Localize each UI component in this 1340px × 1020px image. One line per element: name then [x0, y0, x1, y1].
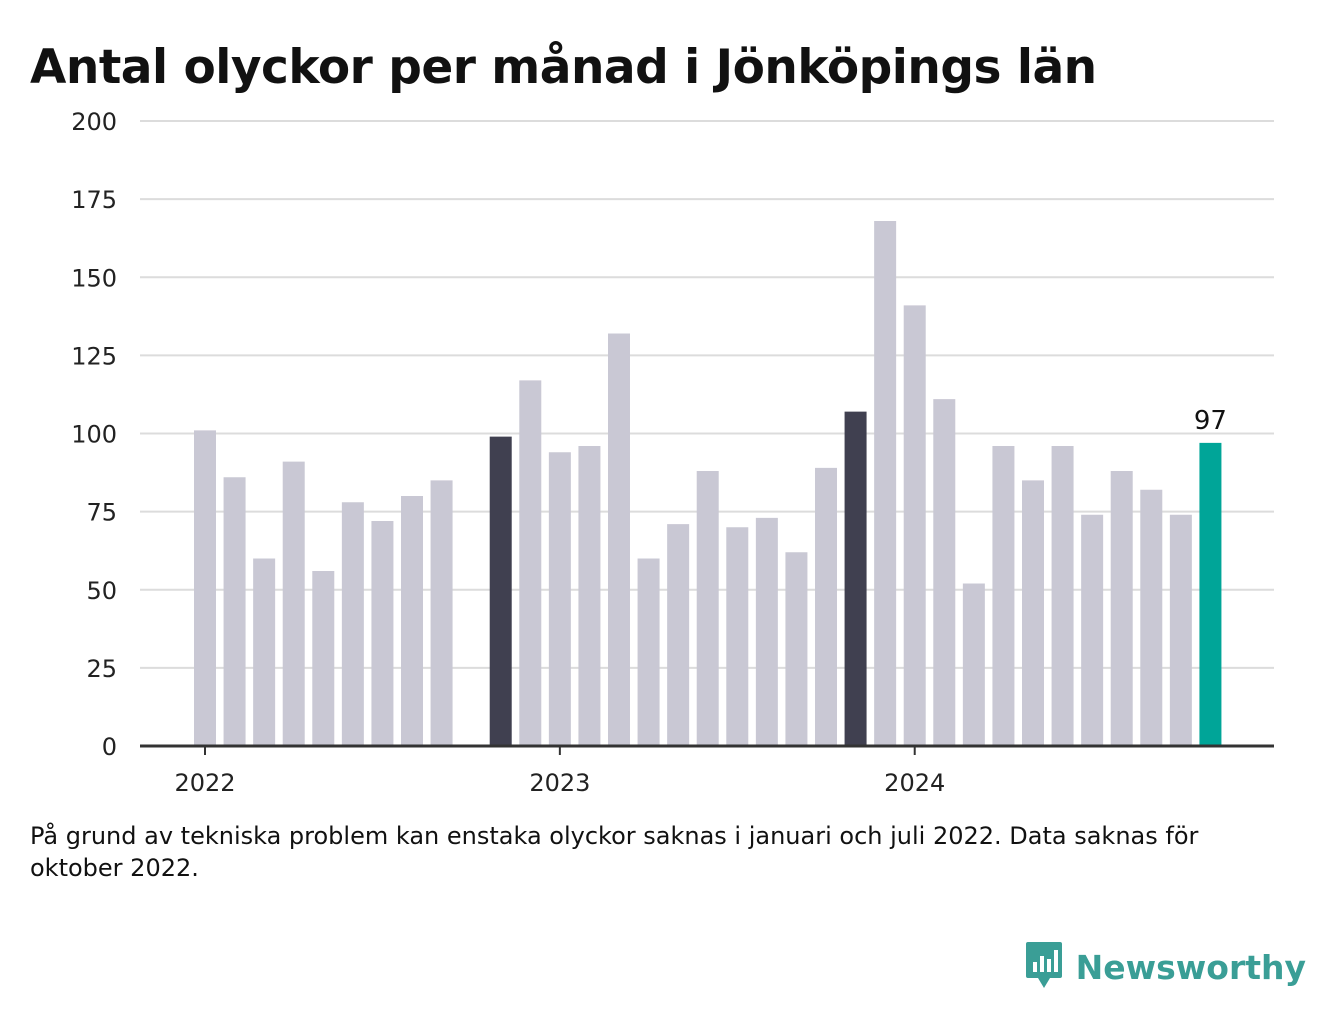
data-label-latest: 97 — [1194, 406, 1227, 436]
bar-2024-03 — [962, 583, 985, 746]
bar-2024-05 — [1022, 480, 1044, 746]
y-tick-label: 75 — [86, 499, 117, 527]
bar-2023-08 — [755, 517, 778, 746]
bar-2024-01 — [903, 305, 926, 746]
bar-2022-01 — [194, 430, 216, 746]
bar-2022-06 — [341, 502, 364, 746]
x-tick-label: 2024 — [884, 769, 945, 797]
bar-2023-09 — [785, 552, 808, 746]
bar-2023-03 — [608, 333, 630, 746]
bar-2023-04 — [637, 558, 660, 746]
y-tick-label: 100 — [71, 421, 117, 449]
bar-2023-06 — [696, 471, 719, 746]
y-tick-label: 25 — [86, 655, 117, 683]
bar-2024-04 — [992, 446, 1015, 746]
y-tick-label: 175 — [71, 186, 117, 214]
y-tick-label: 50 — [86, 577, 117, 605]
bar-2023-10 — [815, 467, 837, 746]
bar-2023-02 — [578, 446, 601, 746]
bar-2024-09 — [1140, 489, 1163, 746]
x-tick-label: 2022 — [174, 769, 235, 797]
y-tick-label: 125 — [71, 342, 117, 370]
x-tick-label: 2023 — [529, 769, 590, 797]
bar-2024-08 — [1110, 471, 1133, 746]
x-axis: 2022 2023 2024 — [140, 744, 1274, 797]
bar-2023-01 — [548, 452, 571, 746]
bar-2022-07 — [371, 521, 394, 746]
bar-2022-09 — [430, 480, 453, 746]
bar-2022-08 — [401, 496, 423, 746]
brand-name: Newsworthy — [1075, 947, 1306, 987]
y-tick-label: 150 — [71, 264, 117, 292]
bar-2024-11 — [1199, 442, 1222, 746]
bar-2024-10 — [1169, 514, 1192, 746]
bar-2022-05 — [312, 571, 335, 746]
bar-2023-07 — [726, 527, 749, 746]
bar-2023-05 — [667, 524, 690, 746]
bar-2022-02 — [223, 477, 246, 746]
chart-title: Antal olyckor per månad i Jönköpings län — [30, 40, 1097, 95]
y-axis: 0 25 50 75 100 125 150 175 200 — [71, 108, 117, 761]
y-tick-label: 0 — [102, 733, 117, 761]
bar-2022-12 — [519, 380, 542, 746]
bar-2022-11 — [489, 436, 512, 746]
bar-2022-04 — [282, 461, 305, 746]
bar-2023-11 — [844, 411, 867, 746]
bar-2022-03 — [253, 558, 276, 746]
bars — [194, 221, 1222, 746]
brand-logo[interactable]: Newsworthy — [1024, 940, 1306, 994]
bar-2024-06 — [1051, 446, 1074, 746]
bar-2024-02 — [933, 399, 956, 746]
footnote: På grund av tekniska problem kan enstaka… — [30, 822, 1199, 882]
bar-chart: 0 25 50 75 100 125 150 175 200 2022 2023 2024 97 — [71, 108, 1274, 797]
bar-2023-12 — [874, 221, 897, 746]
y-tick-label: 200 — [71, 108, 117, 136]
chart-speech-bubble-icon — [1024, 940, 1064, 994]
bar-2024-07 — [1081, 514, 1104, 746]
data-labels: 97 — [1194, 406, 1227, 436]
